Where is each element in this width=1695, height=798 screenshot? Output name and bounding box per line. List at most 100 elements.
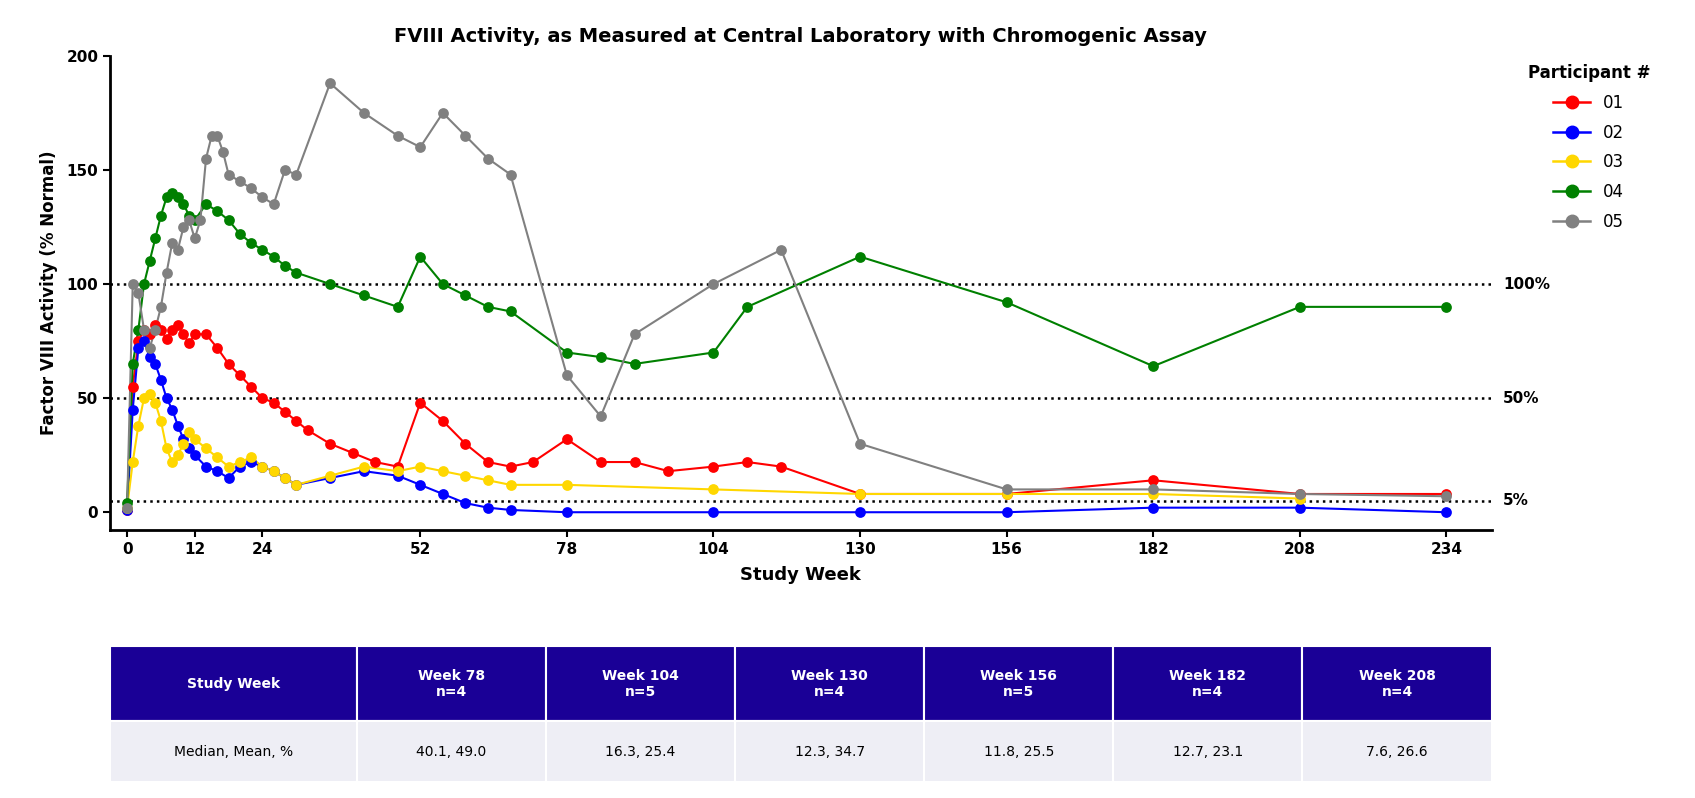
Point <box>193 460 220 473</box>
Point <box>429 488 456 500</box>
Point <box>259 251 286 263</box>
Point <box>237 182 264 195</box>
Bar <box>110 646 358 721</box>
Point <box>164 243 192 256</box>
Point <box>147 301 175 314</box>
Point <box>993 488 1020 500</box>
Point <box>164 318 192 331</box>
Point <box>283 168 310 181</box>
Point <box>164 448 192 461</box>
Point <box>385 129 412 142</box>
Point <box>620 328 647 341</box>
Point <box>846 437 873 450</box>
Point <box>453 289 480 302</box>
Point <box>203 451 231 464</box>
Point <box>131 323 158 336</box>
Point <box>620 456 647 468</box>
Point <box>700 483 727 496</box>
Point <box>227 369 254 381</box>
Point <box>475 152 502 165</box>
Point <box>1287 488 1314 500</box>
Point <box>700 506 727 519</box>
Point <box>153 191 180 203</box>
Point <box>147 323 175 336</box>
Point <box>846 488 873 500</box>
Point <box>153 442 180 455</box>
Point <box>768 460 795 473</box>
Text: Week 104
n=5: Week 104 n=5 <box>602 669 680 699</box>
Point <box>249 460 276 473</box>
Point <box>475 301 502 314</box>
Bar <box>736 721 924 782</box>
Point <box>620 358 647 370</box>
Point <box>317 472 344 484</box>
Point <box>142 397 170 409</box>
Point <box>176 214 203 227</box>
Text: 50%: 50% <box>1503 391 1539 405</box>
Point <box>181 232 208 245</box>
Point <box>317 77 344 89</box>
Point <box>114 496 141 509</box>
Point <box>203 129 231 142</box>
Point <box>114 501 141 514</box>
Point <box>453 437 480 450</box>
Point <box>361 456 388 468</box>
Point <box>519 456 546 468</box>
Point <box>119 358 146 370</box>
Point <box>159 236 186 249</box>
Point <box>497 479 524 492</box>
Title: FVIII Activity, as Measured at Central Laboratory with Chromogenic Assay: FVIII Activity, as Measured at Central L… <box>395 27 1207 46</box>
Point <box>249 191 276 203</box>
Point <box>271 259 298 272</box>
Point <box>136 255 163 267</box>
Point <box>283 267 310 279</box>
Point <box>339 447 366 460</box>
Point <box>249 460 276 473</box>
Point <box>176 337 203 350</box>
Point <box>497 305 524 318</box>
Point <box>283 479 310 492</box>
Point <box>170 220 197 233</box>
Point <box>147 415 175 428</box>
Point <box>142 318 170 331</box>
Point <box>142 232 170 245</box>
Point <box>475 501 502 514</box>
Point <box>993 483 1020 496</box>
Text: Week 78
n=4: Week 78 n=4 <box>419 669 485 699</box>
Point <box>407 460 434 473</box>
Point <box>193 152 220 165</box>
Point <box>237 456 264 468</box>
Point <box>1139 360 1166 373</box>
Point <box>317 278 344 290</box>
Point <box>497 504 524 516</box>
Point <box>734 456 761 468</box>
Point <box>249 243 276 256</box>
Point <box>176 209 203 222</box>
Point <box>159 456 186 468</box>
Point <box>1287 488 1314 500</box>
Point <box>131 334 158 347</box>
Point <box>203 204 231 217</box>
Text: 5%: 5% <box>1503 493 1529 508</box>
Text: Week 156
n=5: Week 156 n=5 <box>980 669 1058 699</box>
Point <box>193 328 220 341</box>
Point <box>136 328 163 341</box>
Point <box>170 198 197 211</box>
Point <box>119 456 146 468</box>
Point <box>131 392 158 405</box>
Point <box>553 506 580 519</box>
Text: 12.3, 34.7: 12.3, 34.7 <box>795 745 864 759</box>
Legend: 01, 02, 03, 04, 05: 01, 02, 03, 04, 05 <box>1527 64 1649 231</box>
Point <box>164 191 192 203</box>
Point <box>1139 488 1166 500</box>
Point <box>453 469 480 482</box>
Point <box>497 460 524 473</box>
Point <box>283 415 310 428</box>
Point <box>846 251 873 263</box>
Point <box>846 506 873 519</box>
Point <box>119 403 146 416</box>
Point <box>385 460 412 473</box>
Point <box>203 464 231 477</box>
Point <box>993 488 1020 500</box>
Point <box>215 214 242 227</box>
